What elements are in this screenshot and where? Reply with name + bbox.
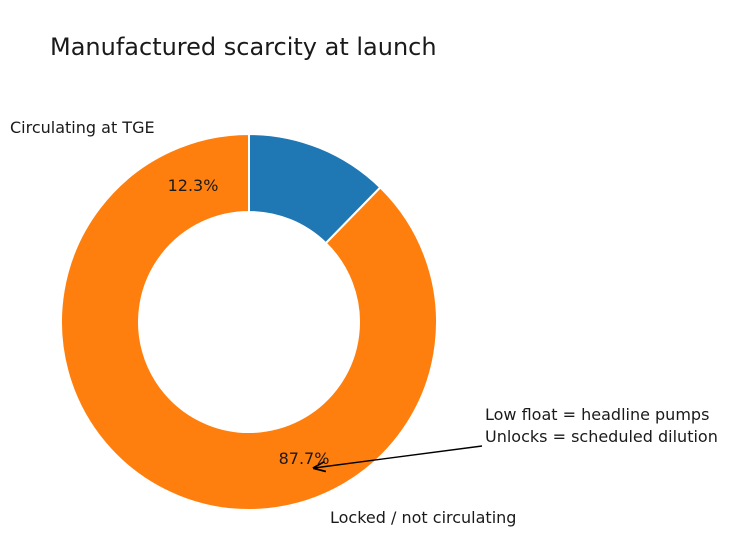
annotation-arrow xyxy=(314,445,483,468)
donut-slices xyxy=(60,132,438,511)
slice-label-locked: Locked / not circulating xyxy=(330,508,516,527)
chart-title: Manufactured scarcity at launch xyxy=(50,33,437,61)
slice-pct-circulating: 12.3% xyxy=(168,176,219,195)
annotation-line-2: Unlocks = scheduled dilution xyxy=(485,427,718,446)
annotation-line-1: Low float = headline pumps xyxy=(485,405,709,424)
slice-pct-locked: 87.7% xyxy=(279,449,330,468)
slice-label-circulating: Circulating at TGE xyxy=(10,118,155,137)
slice-locked xyxy=(60,132,438,511)
